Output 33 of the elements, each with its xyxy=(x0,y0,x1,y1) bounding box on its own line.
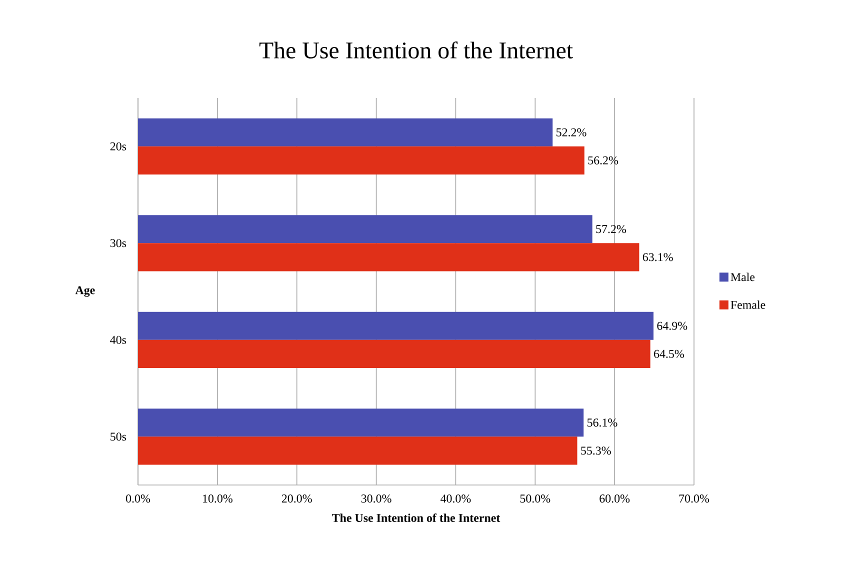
y-tick-label: 30s xyxy=(110,239,126,248)
bar xyxy=(138,243,640,272)
bar xyxy=(138,436,578,465)
x-axis-title: The Use Intention of the Internet xyxy=(332,513,500,522)
legend-label: Female xyxy=(730,300,766,309)
bar xyxy=(138,408,584,437)
y-tick-label: 20s xyxy=(110,142,126,150)
data-label: 64.9% xyxy=(657,322,688,330)
bar xyxy=(138,215,592,244)
x-tick-label: 20.0% xyxy=(282,494,312,503)
x-tick-label: 70.0% xyxy=(679,494,710,503)
bar xyxy=(138,146,584,174)
data-label: 56.1% xyxy=(587,418,618,427)
x-tick-label: 30.0% xyxy=(361,494,392,503)
data-label: 56.2% xyxy=(588,156,618,164)
bar xyxy=(138,118,553,146)
data-label: 52.2% xyxy=(556,128,586,136)
legend-label: Male xyxy=(730,272,755,282)
x-tick-label: 50.0% xyxy=(520,494,550,503)
x-tick-label: 10.0% xyxy=(203,494,232,503)
x-tick-label: 0.0% xyxy=(126,494,150,503)
x-tick-label: 40.0% xyxy=(440,494,471,503)
x-tick-label: 60.0% xyxy=(600,494,630,503)
y-tick-label: 40s xyxy=(110,336,126,344)
data-label: 63.1% xyxy=(642,253,673,262)
y-axis-title: Age xyxy=(75,286,95,297)
bar xyxy=(138,312,654,340)
chart-title: The Use Intention of the Internet xyxy=(259,41,573,59)
data-label: 57.2% xyxy=(596,225,626,234)
data-label: 55.3% xyxy=(581,446,611,455)
bar xyxy=(138,340,650,368)
y-tick-label: 50s xyxy=(110,432,126,441)
data-label: 64.5% xyxy=(654,350,684,358)
